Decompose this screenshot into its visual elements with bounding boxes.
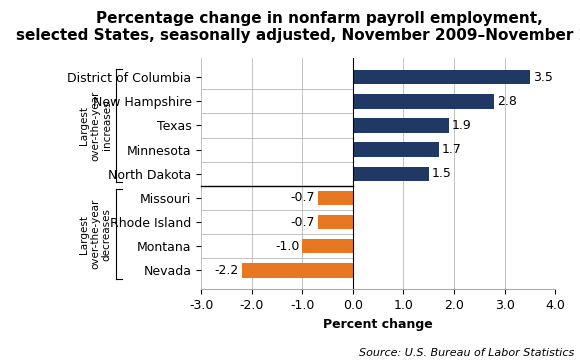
Text: Largest
over-the-year
increases: Largest over-the-year increases [78, 90, 112, 161]
Text: 1.7: 1.7 [442, 143, 462, 156]
Text: Largest
over-the-year
decreases: Largest over-the-year decreases [78, 199, 112, 269]
Text: 1.5: 1.5 [432, 167, 452, 180]
Text: 2.8: 2.8 [498, 95, 517, 108]
Bar [242, 263, 353, 278]
Bar [317, 191, 353, 205]
Bar [353, 94, 494, 109]
Text: -0.7: -0.7 [290, 192, 314, 204]
Text: Percentage change in nonfarm payroll employment,
selected States, seasonally adj: Percentage change in nonfarm payroll emp… [16, 11, 580, 43]
Text: 3.5: 3.5 [533, 71, 553, 84]
Bar [353, 167, 429, 181]
X-axis label: Percent change: Percent change [323, 318, 433, 330]
Text: Source: U.S. Bureau of Labor Statistics: Source: U.S. Bureau of Labor Statistics [359, 348, 574, 358]
Bar [317, 215, 353, 229]
Bar [302, 239, 353, 253]
Bar [353, 118, 449, 133]
Text: 1.9: 1.9 [452, 119, 472, 132]
Text: -2.2: -2.2 [215, 264, 238, 277]
Text: -0.7: -0.7 [290, 216, 314, 229]
Bar [353, 70, 530, 84]
Bar [353, 142, 439, 157]
Text: -1.0: -1.0 [275, 240, 299, 253]
